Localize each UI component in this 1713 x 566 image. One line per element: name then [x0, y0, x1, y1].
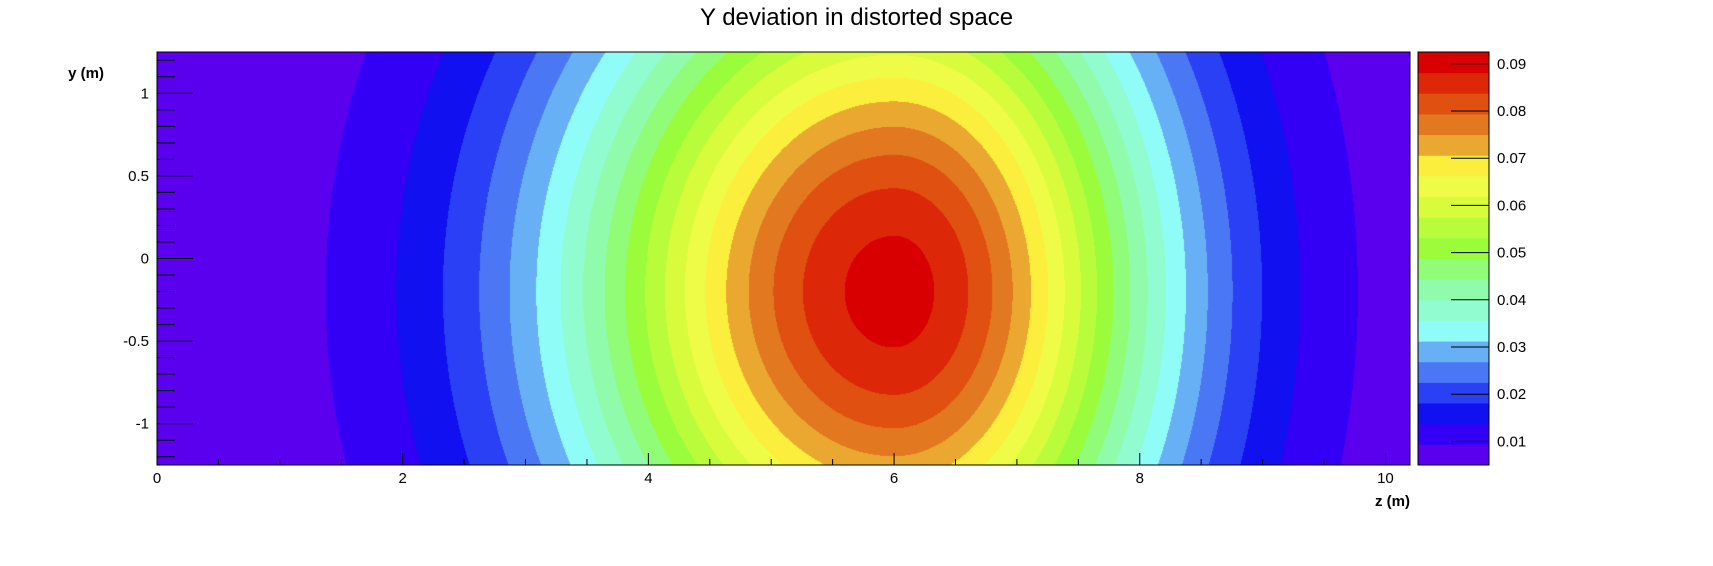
y-tick-label: 1	[141, 85, 149, 102]
x-tick-label: 4	[644, 470, 652, 487]
colorbar-band	[1418, 196, 1489, 218]
colorbar-tick-label: 0.05	[1497, 245, 1526, 262]
colorbar-tick-label: 0.04	[1497, 292, 1526, 309]
y-tick-label: -1	[136, 416, 149, 433]
y-tick-label: 0.5	[128, 168, 149, 185]
colorbar-band	[1418, 155, 1489, 177]
y-tick-label: -0.5	[123, 333, 149, 350]
colorbar-band	[1418, 341, 1489, 363]
x-tick-label: 6	[890, 470, 898, 487]
chart-title: Y deviation in distorted space	[699, 4, 1014, 31]
y-tick-label: 0	[141, 251, 149, 268]
y-axis-title: y (m)	[68, 65, 104, 82]
x-tick-label: 2	[399, 470, 407, 487]
colorbar-band	[1418, 72, 1489, 94]
colorbar-band	[1418, 175, 1489, 198]
colorbar-tick-label: 0.06	[1497, 197, 1526, 214]
colorbar-band	[1418, 382, 1489, 404]
colorbar-band	[1418, 134, 1489, 156]
x-tick-label: 8	[1136, 470, 1144, 487]
x-axis-title: z (m)	[1375, 493, 1410, 510]
colorbar-band	[1418, 113, 1489, 136]
colorbar-band	[1418, 444, 1489, 466]
x-tick-label: 10	[1377, 470, 1394, 487]
colorbar-band	[1418, 217, 1489, 239]
x-tick-label: 0	[153, 470, 161, 487]
colorbar-frame	[1417, 51, 1490, 466]
colorbar-band	[1418, 299, 1489, 321]
colorbar-band	[1418, 279, 1489, 301]
colorbar-band	[1418, 403, 1489, 425]
colorbar-band	[1418, 423, 1489, 445]
colorbar-band	[1418, 93, 1489, 115]
colorbar-band	[1418, 320, 1489, 342]
colorbar-tick-label: 0.03	[1497, 339, 1526, 356]
colorbar-tick-label: 0.08	[1497, 103, 1526, 120]
colorbar-tick-label: 0.07	[1497, 150, 1526, 167]
colorbar-tick-label: 0.09	[1497, 56, 1526, 73]
colorbar-band	[1418, 237, 1489, 259]
colorbar-band	[1418, 258, 1489, 280]
colorbar-tick-label: 0.01	[1497, 433, 1526, 450]
heatmap-field	[157, 52, 1410, 465]
colorbar-band	[1418, 52, 1489, 74]
colorbar-tick-label: 0.02	[1497, 386, 1526, 403]
colorbar-band	[1418, 361, 1489, 383]
